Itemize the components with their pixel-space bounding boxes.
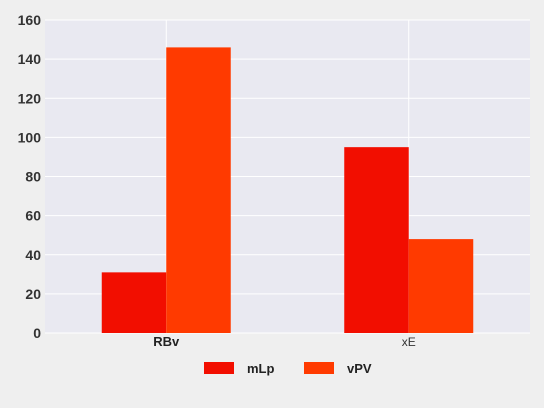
legend-label: vPV xyxy=(347,361,372,376)
y-tick-label: 20 xyxy=(25,286,41,302)
legend-swatch-mLp xyxy=(204,362,234,374)
x-tick-label: xE xyxy=(402,335,416,349)
bar-vPV-xE xyxy=(408,239,474,333)
y-tick-label: 140 xyxy=(18,51,42,67)
y-tick-label: 100 xyxy=(18,129,42,145)
y-tick-label: 120 xyxy=(18,90,42,106)
y-tick-label: 40 xyxy=(25,247,41,263)
legend-swatch-vPV xyxy=(304,362,334,374)
y-tick-label: 160 xyxy=(18,12,42,28)
bars xyxy=(101,47,474,333)
y-tick-label: 0 xyxy=(33,325,41,341)
y-tick-label: 60 xyxy=(25,208,41,224)
bar-vPV-RBv xyxy=(166,47,231,333)
bar-mLp-RBv xyxy=(101,272,167,333)
x-axis-ticks: RBv xE xyxy=(153,334,416,349)
legend-label: mLp xyxy=(247,361,275,376)
y-axis-ticks: 0 20 40 60 80 100 120 140 160 xyxy=(18,12,42,341)
bar-mLp-xE xyxy=(344,147,409,333)
y-tick-label: 80 xyxy=(25,169,41,185)
x-tick-label: RBv xyxy=(153,334,180,349)
legend: mLp vPV xyxy=(204,361,372,376)
